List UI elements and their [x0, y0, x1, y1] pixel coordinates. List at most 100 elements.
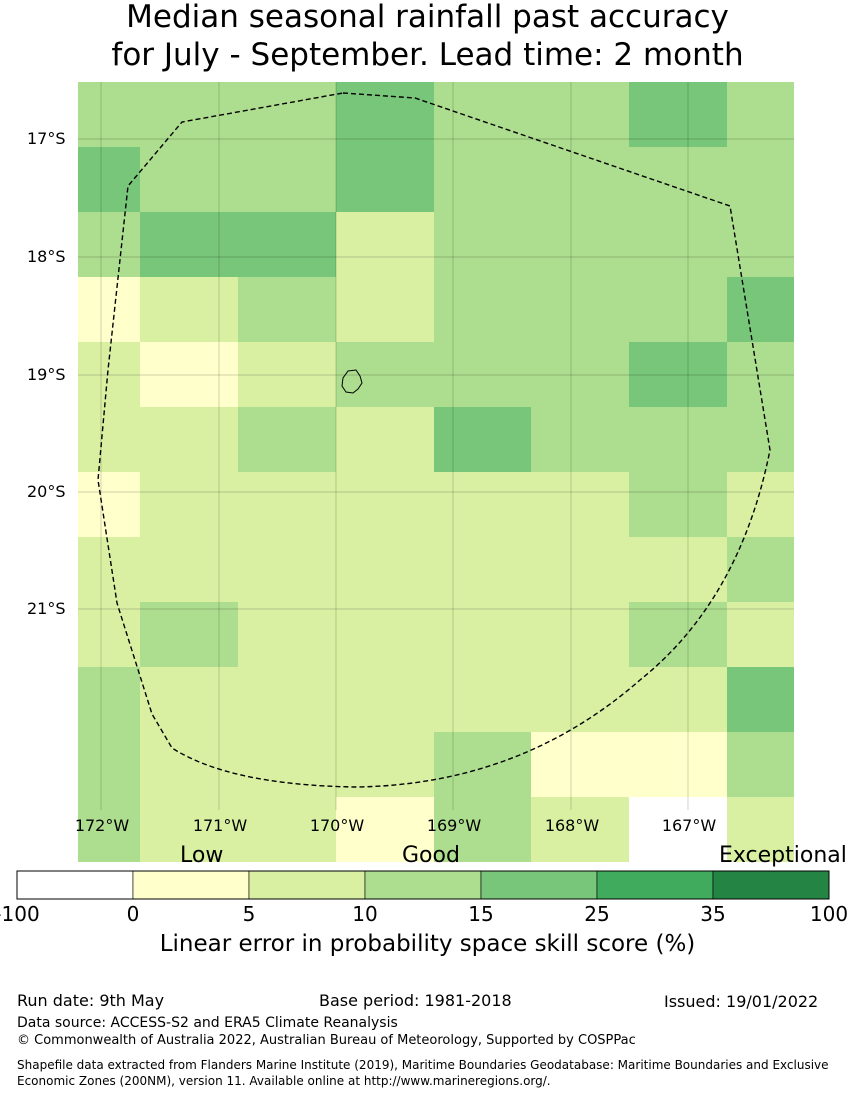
map-title-line-1: Median seasonal rainfall past accuracy — [126, 0, 729, 35]
lon-label: 170°W — [309, 816, 365, 835]
map-cell — [140, 537, 238, 602]
map-cell — [727, 212, 794, 277]
map-cell — [434, 147, 531, 212]
map-cell — [140, 212, 238, 277]
map-cell — [727, 797, 794, 862]
copyright: © Commonwealth of Australia 2022, Austra… — [17, 1033, 636, 1048]
map-cell — [531, 472, 629, 537]
map-cell — [727, 602, 794, 667]
colorbar-label: Linear error in probability space skill … — [159, 931, 696, 957]
eez-boundary — [97, 92, 771, 788]
map-cell — [531, 277, 629, 342]
map-cell — [140, 602, 238, 667]
map-cell — [78, 732, 140, 797]
map-cell — [531, 407, 629, 472]
map-cell — [238, 82, 336, 147]
lat-label: 20°S — [27, 482, 66, 501]
map-cell — [531, 82, 629, 147]
map-cell — [78, 277, 140, 342]
legend-category-exceptional: Exceptional — [719, 843, 847, 868]
legend-category-good: Good — [402, 843, 460, 868]
colorbar-bin — [596, 870, 714, 900]
colorbar-tick: 100 — [809, 902, 849, 926]
map-cell — [531, 667, 629, 732]
map-cell — [629, 342, 727, 407]
map-cell — [629, 277, 727, 342]
map-cell — [336, 407, 434, 472]
map-cell — [629, 537, 727, 602]
map-cell — [727, 82, 794, 147]
map-cell — [531, 797, 629, 862]
map-cell — [238, 342, 336, 407]
map-cell — [727, 277, 794, 342]
issued-date: Issued: 19/01/2022 — [664, 992, 819, 1011]
map-cell — [531, 602, 629, 667]
map-cell — [727, 342, 794, 407]
colorbar-tick: 5 — [242, 902, 256, 926]
map-cell — [531, 212, 629, 277]
map-cell — [727, 472, 794, 537]
map-cell — [629, 147, 727, 212]
map-cell — [78, 82, 140, 147]
map-cell — [531, 537, 629, 602]
colorbar-tick: 35 — [700, 902, 726, 926]
map-cell — [336, 277, 434, 342]
map-cell — [434, 602, 531, 667]
run-date: Run date: 9th May — [17, 991, 165, 1010]
map-cell — [336, 537, 434, 602]
colorbar-bin — [364, 870, 482, 900]
colorbar-tick: 25 — [584, 902, 610, 926]
lat-label: 18°S — [27, 247, 66, 266]
colorbar-tick: 10 — [352, 902, 378, 926]
map-cell — [78, 797, 140, 862]
map-cell — [434, 472, 531, 537]
lon-label: 167°W — [661, 816, 717, 835]
colorbar-bin — [132, 870, 250, 900]
map-cell — [238, 212, 336, 277]
map-cell — [629, 797, 727, 862]
map-cell — [727, 147, 794, 212]
map-cell — [629, 667, 727, 732]
map-cell — [336, 212, 434, 277]
map-cell — [629, 602, 727, 667]
map-cell — [78, 472, 140, 537]
map-cell — [140, 147, 238, 212]
shapefile-credit: Shapefile data extracted from Flanders M… — [17, 1058, 829, 1088]
map-cell — [78, 667, 140, 732]
map-cell — [140, 407, 238, 472]
lat-label: 17°S — [27, 129, 66, 148]
map-cell — [78, 602, 140, 667]
map-title-line-2: for July - September. Lead time: 2 month — [111, 37, 744, 73]
colorbar-bin — [248, 870, 366, 900]
map-cell — [434, 277, 531, 342]
map-cell — [78, 147, 140, 212]
map-cell — [629, 82, 727, 147]
map-cell — [434, 342, 531, 407]
map-cell — [434, 667, 531, 732]
colorbar-bin — [16, 870, 134, 900]
map-cell — [78, 342, 140, 407]
map-cell — [336, 342, 434, 407]
lat-label: 21°S — [27, 599, 66, 618]
colorbar-bin — [712, 870, 830, 900]
map-cell — [629, 472, 727, 537]
map-cell — [140, 797, 238, 862]
map-cell — [336, 82, 434, 147]
map-cell — [238, 537, 336, 602]
colorbar-tick: -100 — [0, 902, 40, 926]
map-cell — [434, 407, 531, 472]
island-outline — [341, 369, 363, 394]
base-period: Base period: 1981-2018 — [319, 991, 512, 1010]
lat-label: 19°S — [27, 365, 66, 384]
lon-label: 169°W — [426, 816, 482, 835]
lon-label: 168°W — [544, 816, 600, 835]
map-cell — [238, 277, 336, 342]
map-cell — [629, 407, 727, 472]
map-cell — [434, 732, 531, 797]
map-cell — [727, 407, 794, 472]
map-cell — [238, 797, 336, 862]
lon-label: 172°W — [74, 816, 130, 835]
map-cell — [531, 342, 629, 407]
